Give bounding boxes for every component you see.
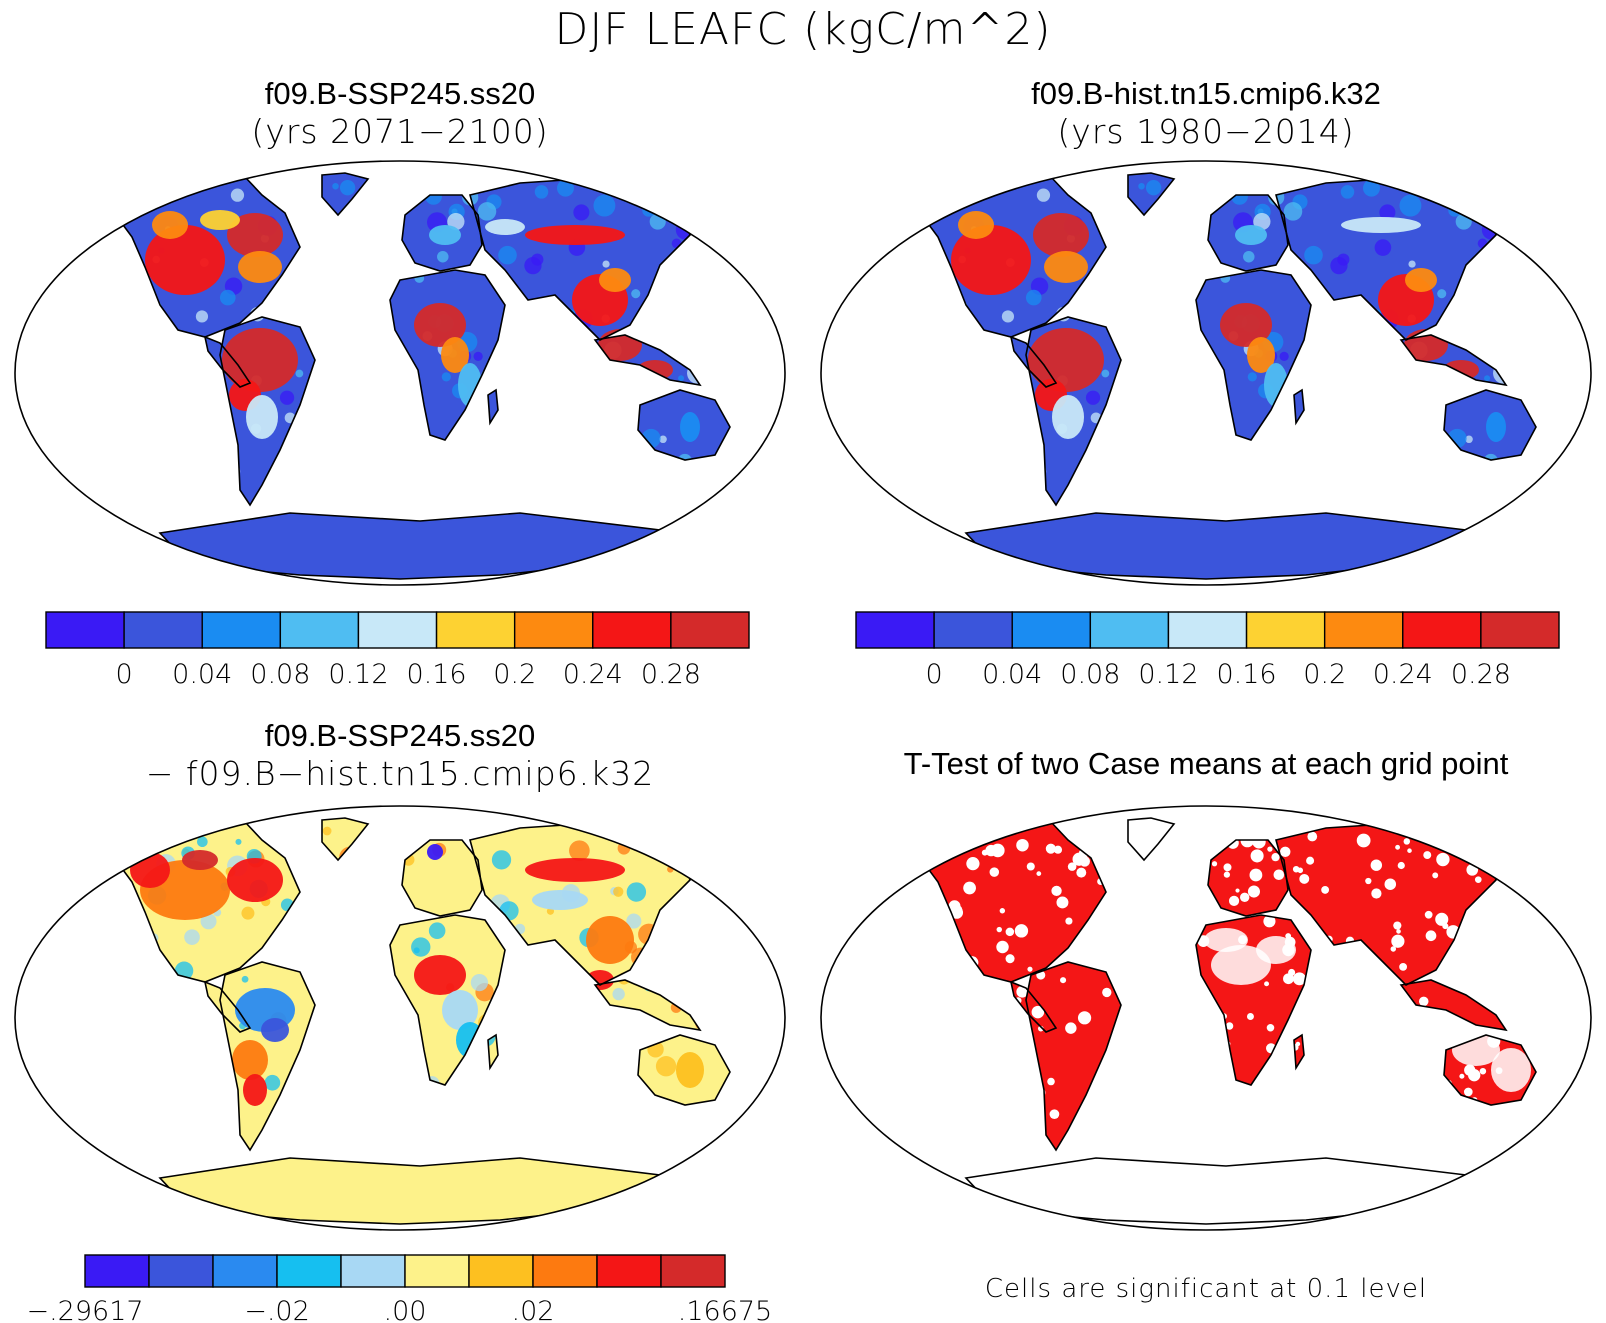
colorbar-tick-label: 0.16 [406,659,466,690]
map-difference [14,805,786,1231]
panel-difference-subtracted-case: − f09.B−hist.tn15.cmip6.k32 [145,754,655,793]
colorbar-swatch [1323,611,1404,649]
colorbar-swatch [1089,611,1170,649]
significant-region-europe [1208,840,1288,916]
colorbar-swatch [513,611,594,649]
colorbar-tick-label: 0.16 [1216,659,1276,690]
colorbar-swatch [279,611,360,649]
land-asia [470,179,690,340]
panel-ttest-title: T-Test of two Case means at each grid po… [806,746,1606,782]
map-case2 [820,160,1592,586]
colorbar-swatch [660,1254,726,1288]
colorbar-swatch [123,611,203,649]
colorbar-swatch [201,611,282,649]
land-madagascar [1294,390,1304,423]
panel-case2-case-name: f09.B-hist.tn15.cmip6.k32 [1031,76,1381,111]
colorbar-tick-label: 0.24 [563,659,623,690]
colorbar-swatch [1402,611,1482,649]
colorbar-swatch [855,611,935,649]
colorbar-tick-label: .00 [384,1296,427,1323]
land-madagascar [488,390,498,423]
colorbar-tick-label: .16675 [678,1296,772,1323]
land-antarctica [160,1158,660,1224]
panel-difference-case-name: f09.B-SSP245.ss20 [264,718,536,753]
colorbar-tick-label: 0.24 [1373,659,1433,690]
colorbar-swatch [276,1254,342,1288]
colorbar-tick-label: 0.08 [250,659,310,690]
colorbar-difference: −.29617 −.02 .00 .02 .16675 [26,1254,772,1323]
figure-title: DJF LEAFC (kgC/m^2) [554,4,1052,55]
colorbar-swatch [1480,611,1560,649]
colorbar-swatch [933,611,1013,649]
map-border [14,805,786,1231]
colorbar-tick-label: 0.28 [641,659,701,690]
colorbar-tick-label: 0.12 [328,659,388,690]
colorbar-case2: 0 0.04 0.08 0.12 0.16 0.2 0.24 0.28 [855,611,1560,690]
colorbar-swatch [1011,611,1092,649]
insignificant-cells [921,810,1531,1135]
colorbar-swatch [532,1254,598,1288]
colorbar-swatch [404,1254,470,1288]
land-antarctica [966,513,1466,579]
significant-region-southAmerica [1026,962,1121,1150]
panel-case1-case-name: f09.B-SSP245.ss20 [264,76,536,111]
colorbar-swatch [596,1254,662,1288]
colorbar-tick-label: 0.12 [1138,659,1198,690]
panel-case2-years: (yrs 1980−2014) [1057,112,1355,151]
map-border [820,160,1592,586]
colorbar-tick-label: 0 [926,659,943,690]
colorbar-swatch [148,1254,214,1288]
significance-note: Cells are significant at 0.1 level [984,1274,1428,1304]
panel-case1-title: f09.B-SSP245.ss20 (yrs 2071−2100) [0,76,800,151]
colorbar-tick-label: 0.04 [172,659,232,690]
land-antarctica [160,513,660,579]
colorbar-swatch [84,1254,150,1288]
significant-region-northAmerica [918,822,1106,982]
map-border [820,805,1592,1231]
panel-case2-title: f09.B-hist.tn15.cmip6.k32 (yrs 1980−2014… [806,76,1606,151]
colorbar-swatch [340,1254,406,1288]
colorbar-tick-label: 0.08 [1060,659,1120,690]
panel-difference-title: f09.B-SSP245.ss20 − f09.B−hist.tn15.cmip… [0,718,800,793]
land-greenland [322,818,368,860]
colorbar-tick-label: −.02 [244,1296,310,1323]
colorbar-swatch [670,611,750,649]
map-border [14,160,786,586]
map-case1 [14,160,786,586]
colorbar-case1: 0 0.04 0.08 0.12 0.16 0.2 0.24 0.28 [45,611,750,690]
colorbar-swatch [212,1254,278,1288]
panel-case1-years: (yrs 2071−2100) [251,112,549,151]
land-asia [1276,179,1496,340]
colorbar-tick-label: 0.2 [1303,659,1346,690]
colorbar-swatch [435,611,516,649]
colorbar-swatch [1245,611,1326,649]
map-ttest [820,805,1592,1231]
colorbar-tick-label: 0 [116,659,133,690]
significant-region-seAsia [1401,980,1506,1030]
colorbar-swatch [592,611,672,649]
colorbar-tick-label: −.29617 [26,1296,143,1323]
colorbar-swatch [1167,611,1248,649]
colorbar-tick-label: 0.28 [1451,659,1511,690]
colorbar-tick-label: .02 [512,1296,555,1323]
colorbar-swatch [357,611,438,649]
land-europe [402,840,482,916]
colorbar-swatch [45,611,125,649]
colorbar-swatch [468,1254,534,1288]
panel-ttest-heading: T-Test of two Case means at each grid po… [903,746,1509,781]
colorbar-tick-label: 0.2 [493,659,536,690]
colorbar-tick-label: 0.04 [982,659,1042,690]
